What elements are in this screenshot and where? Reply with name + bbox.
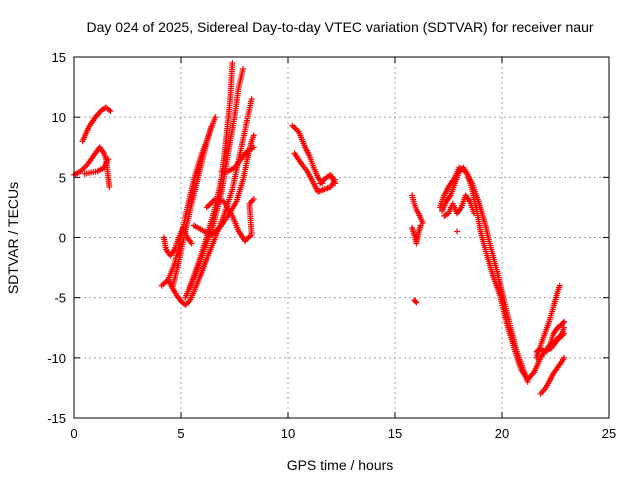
data-point	[240, 66, 247, 73]
data-point	[229, 60, 236, 67]
y-axis-label: SDTVAR / TECUs	[5, 182, 21, 294]
data-point	[207, 123, 214, 130]
data-point	[206, 201, 213, 208]
x-axis-label: GPS time / hours	[287, 457, 394, 473]
series-arc22	[441, 192, 478, 219]
series-arc7	[169, 123, 214, 292]
x-tick-label: 15	[388, 426, 402, 441]
series-arc11	[203, 195, 249, 245]
data-point	[332, 180, 339, 187]
data-point	[106, 183, 113, 190]
y-tick-label: -10	[47, 351, 66, 366]
data-point	[107, 108, 114, 115]
data-point	[248, 96, 255, 103]
series-arc13	[242, 195, 257, 243]
data-point	[471, 210, 478, 217]
series-arc2	[79, 104, 114, 145]
series-arc18	[409, 222, 424, 247]
data-point	[454, 228, 461, 235]
series-arc27	[546, 318, 568, 352]
x-tick-label: 25	[602, 426, 616, 441]
y-tick-label: -5	[54, 291, 66, 306]
axis-ticks: 0 5 10 15 20 25 -15 -10 -5 0 5 10 15	[47, 50, 616, 441]
data-point	[561, 324, 568, 331]
data-point	[105, 156, 112, 163]
series-arc21	[436, 164, 531, 385]
data-points	[71, 60, 568, 397]
x-tick-label: 5	[177, 426, 184, 441]
data-point	[559, 319, 566, 326]
data-point	[250, 195, 257, 202]
data-point	[556, 282, 563, 289]
series-arc3	[81, 156, 112, 177]
y-tick-label: 0	[59, 231, 66, 246]
data-point	[212, 114, 219, 121]
y-tick-label: 5	[59, 170, 66, 185]
data-point	[524, 378, 531, 385]
series-arc12	[218, 144, 257, 175]
data-point	[561, 318, 568, 325]
data-point	[250, 144, 257, 151]
chart-title: Day 024 of 2025, Sidereal Day-to-day VTE…	[86, 19, 593, 35]
series-arc9	[186, 60, 236, 292]
series-arc25	[537, 354, 568, 397]
x-tick-label: 10	[281, 426, 295, 441]
data-point	[203, 204, 210, 211]
data-point	[250, 132, 257, 139]
series-arc23	[454, 228, 461, 235]
data-point	[413, 299, 420, 306]
series-arc19	[411, 297, 420, 306]
series-arc14	[289, 122, 326, 187]
y-tick-label: 15	[52, 50, 66, 65]
plot-frame	[73, 56, 610, 419]
gridlines	[74, 57, 609, 418]
y-tick-label: 10	[52, 110, 66, 125]
series-arc17	[409, 192, 426, 227]
x-tick-label: 0	[70, 426, 77, 441]
data-point	[205, 203, 212, 210]
series-arc16	[317, 171, 339, 187]
data-point	[412, 298, 419, 305]
x-tick-label: 20	[495, 426, 509, 441]
data-point	[417, 222, 424, 229]
data-point	[561, 354, 568, 361]
series-arc26	[533, 282, 563, 361]
y-tick-label: -15	[47, 411, 66, 426]
data-point	[188, 240, 195, 247]
